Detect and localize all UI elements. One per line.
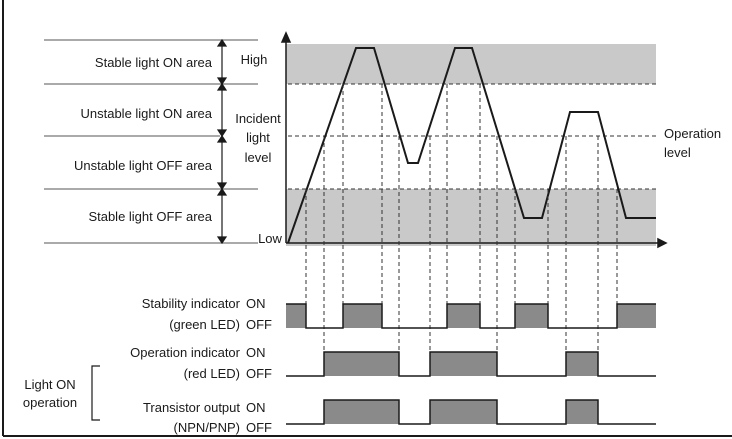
axis-incident-line3: level xyxy=(245,150,272,165)
area-label-unstable-off: Unstable light OFF area xyxy=(74,158,213,173)
axis-high-label: High xyxy=(241,52,268,67)
stability-on-label: ON xyxy=(246,296,266,311)
axis-incident-line1: Incident xyxy=(235,111,281,126)
area-label-stable-on: Stable light ON area xyxy=(95,55,213,70)
stability-off-label: OFF xyxy=(246,317,272,332)
stable-on-band xyxy=(286,44,656,84)
transistor-label-line2: (NPN/PNP) xyxy=(174,420,240,435)
area-label-unstable-on: Unstable light ON area xyxy=(80,106,212,121)
operation-label-line1: Operation indicator xyxy=(130,345,241,360)
operation-on-label: ON xyxy=(246,345,266,360)
transition-dashes xyxy=(305,84,618,352)
operation-off-label: OFF xyxy=(246,366,272,381)
stability-label-line2: (green LED) xyxy=(169,317,240,332)
group-bracket xyxy=(91,365,100,421)
incident-light-waveform xyxy=(287,47,656,244)
transistor-on-label: ON xyxy=(246,400,266,415)
stable-off-band xyxy=(286,189,656,246)
operation-label-line2: (red LED) xyxy=(184,366,240,381)
axis-low-label: Low xyxy=(258,231,282,246)
transistor-off-label: OFF xyxy=(246,420,272,435)
group-label-line2: operation xyxy=(23,395,77,410)
stability-label-line1: Stability indicator xyxy=(142,296,241,311)
transistor-label-line1: Transistor output xyxy=(143,400,240,415)
transistor-signal xyxy=(286,399,656,425)
operation-signal xyxy=(286,351,656,377)
area-arrows xyxy=(216,38,228,245)
operation-level-line2: level xyxy=(664,145,691,160)
axis-incident-line2: light xyxy=(246,130,270,145)
area-label-stable-off: Stable light OFF area xyxy=(88,209,212,224)
stability-signal xyxy=(286,303,656,329)
area-guides xyxy=(44,39,258,244)
group-label-line1: Light ON xyxy=(24,377,75,392)
level-dashes xyxy=(288,83,656,190)
operation-level-line1: Operation xyxy=(664,126,721,141)
